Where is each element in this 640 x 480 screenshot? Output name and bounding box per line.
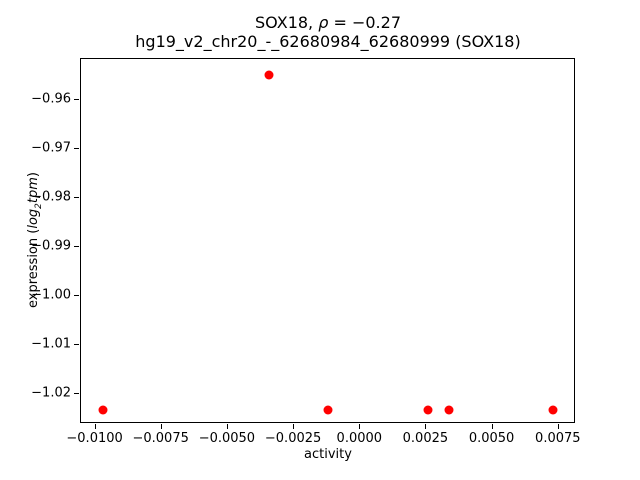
y-label-log: log [26, 208, 42, 229]
y-tick-label: −0.96 [31, 91, 71, 107]
x-tick-mark [557, 424, 559, 429]
x-axis-label: activity [304, 447, 352, 462]
x-tick-mark [293, 424, 295, 429]
y-tick-mark [74, 98, 79, 100]
data-point [264, 70, 274, 80]
y-tick-mark [74, 245, 79, 247]
chart-subtitle-region-id: hg19_v2_chr20_-_62680984_62680999 (SOX18… [135, 32, 521, 51]
title-gene-prefix: SOX18, [255, 13, 319, 32]
y-tick-mark [74, 147, 79, 149]
x-tick-mark [226, 424, 228, 429]
y-label-suffix: ) [26, 172, 42, 178]
y-tick-label: −0.98 [31, 189, 71, 205]
y-tick-label: −1.02 [31, 385, 71, 401]
chart-title-line1: SOX18, ρ = −0.27 [135, 13, 520, 32]
x-tick-mark [94, 424, 96, 429]
x-tick-label: 0.0000 [336, 431, 383, 446]
title-correlation-value: = −0.27 [328, 13, 401, 32]
x-tick-label: −0.0050 [198, 431, 256, 446]
x-tick-mark [359, 424, 361, 429]
x-tick-label: −0.0025 [264, 431, 322, 446]
y-tick-mark [74, 294, 79, 296]
y-tick-label: −1.00 [31, 287, 71, 303]
x-tick-label: 0.0050 [468, 431, 515, 446]
data-point [548, 405, 557, 415]
y-label-prefix: expression ( [26, 228, 42, 308]
x-tick-mark [425, 424, 427, 429]
plot-area [80, 58, 575, 423]
x-tick-label: 0.0025 [402, 431, 449, 446]
data-point [444, 405, 454, 415]
y-tick-mark [74, 392, 79, 394]
x-tick-label: 0.0075 [535, 431, 581, 446]
data-point [98, 405, 107, 415]
chart-title: SOX18, ρ = −0.27 hg19_v2_chr20_-_6268098… [135, 13, 520, 51]
title-rho-symbol: ρ [318, 13, 329, 32]
x-tick-label: −0.0100 [66, 431, 123, 446]
x-tick-label: −0.0075 [132, 431, 189, 446]
y-axis-label: expression (log2tpm) [26, 172, 44, 308]
y-tick-mark [74, 343, 79, 345]
y-tick-label: −1.01 [31, 336, 71, 352]
y-label-tpm: tpm [26, 177, 42, 204]
data-point [423, 405, 433, 415]
data-point [323, 405, 332, 415]
y-tick-label: −0.99 [31, 238, 71, 254]
y-label-log-subscript: 2 [33, 203, 44, 209]
x-tick-mark [160, 424, 162, 429]
x-tick-mark [491, 424, 493, 429]
y-tick-mark [74, 196, 79, 198]
y-tick-label: −0.97 [31, 140, 71, 156]
